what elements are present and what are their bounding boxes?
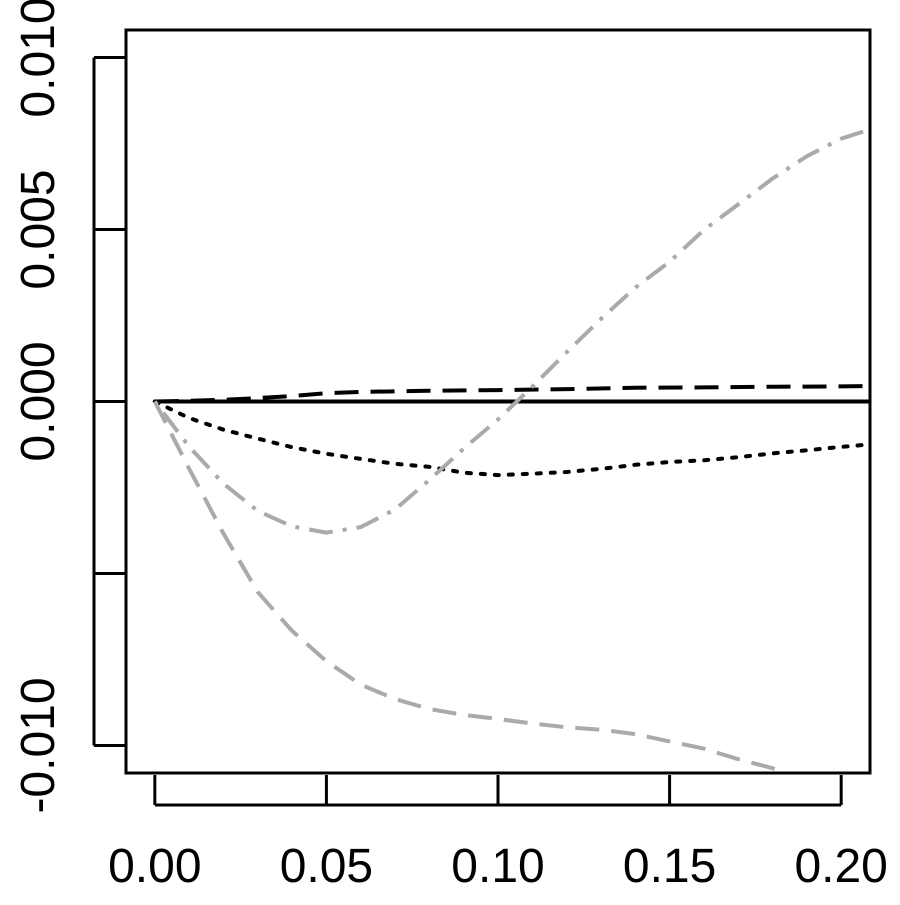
series-line-2: [154, 384, 869, 404]
x-tick-label: 0.05: [280, 840, 373, 893]
y-axis: -0.010 0.000 0.005 0.010: [12, 0, 126, 814]
x-tick-label: 0.20: [794, 840, 887, 893]
series-line-4: [153, 127, 870, 535]
y-tick-label: 0.010: [12, 0, 65, 118]
x-tick-label: 0.10: [451, 840, 544, 893]
y-tick-label: -0.010: [12, 677, 65, 813]
series-line-5: [153, 400, 791, 773]
x-tick-label: 0.15: [623, 840, 716, 893]
series-line-3: [152, 399, 870, 478]
x-axis: 0.00 0.05 0.10 0.15 0.20: [108, 775, 888, 893]
y-tick-label: 0.000: [12, 341, 65, 461]
series-layer: [152, 127, 870, 773]
x-tick-label: 0.00: [108, 840, 201, 893]
y-tick-label: 0.005: [12, 169, 65, 289]
